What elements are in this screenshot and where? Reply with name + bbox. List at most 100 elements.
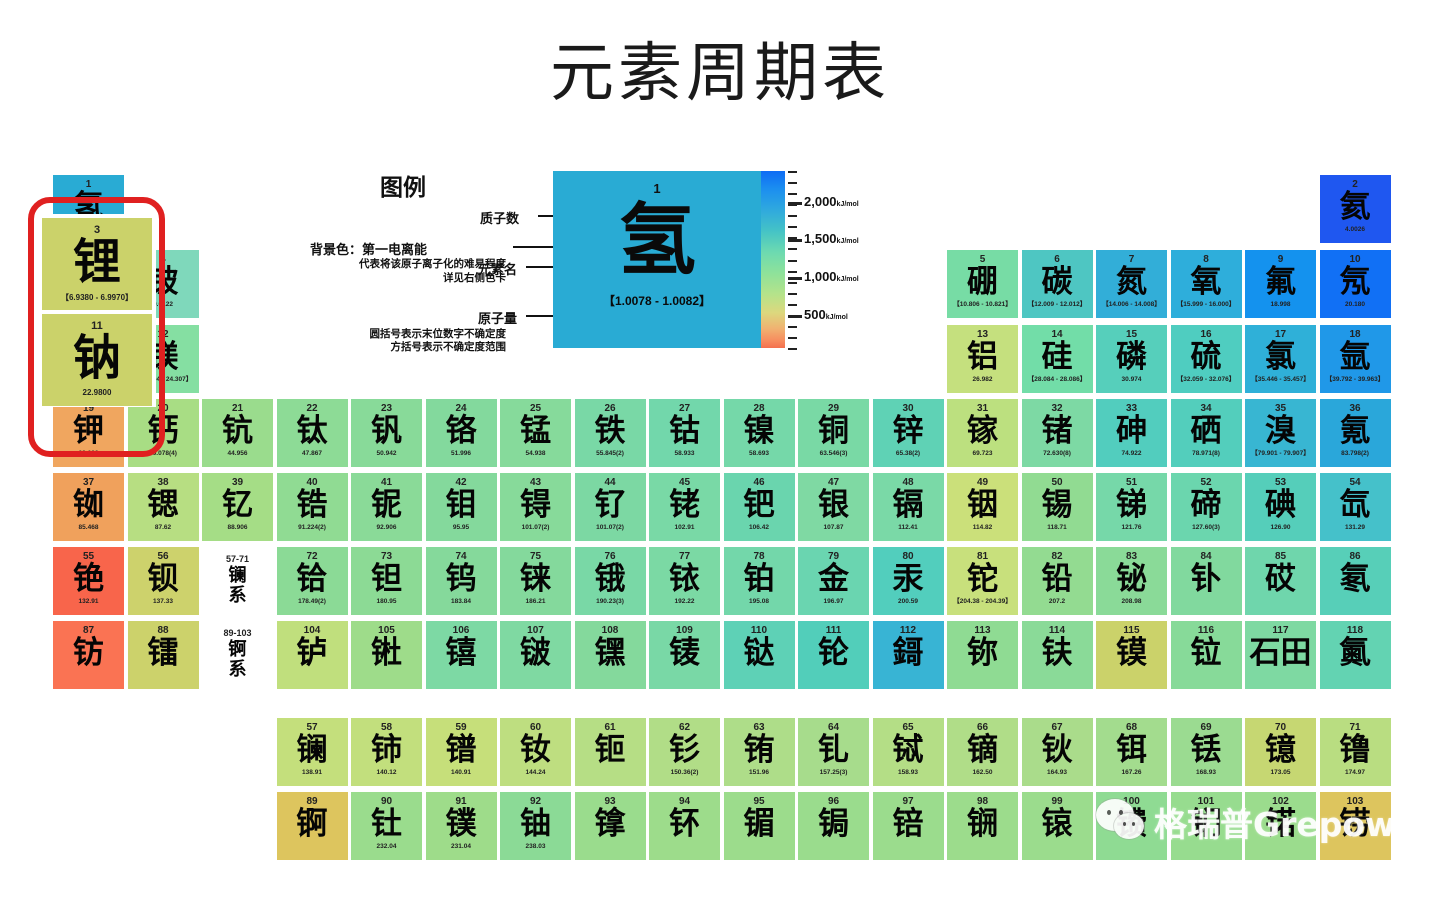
element-cell[interactable]: 44 钌 101.07(2) xyxy=(574,473,646,541)
element-cell[interactable]: 5 硼【10.806 - 10.821】 xyxy=(947,250,1018,318)
lanthanide-cell[interactable]: 68 铒 167.26 xyxy=(1096,718,1167,786)
element-cell[interactable]: 22 钛 47.867 xyxy=(276,399,348,467)
element-cell[interactable]: 26 铁 55.845(2) xyxy=(574,399,646,467)
element-cell[interactable]: 19 钾 39.098 xyxy=(53,399,124,467)
element-cell[interactable]: 36 氪 83.798(2) xyxy=(1319,399,1391,467)
element-cell[interactable]: 54 氙 131.29 xyxy=(1319,473,1391,541)
element-cell[interactable]: 2 氦 4.0026 xyxy=(1319,175,1391,243)
element-cell[interactable]: 38 锶 87.62 xyxy=(127,473,199,541)
element-cell[interactable]: 23 钒 50.942 xyxy=(351,399,422,467)
element-cell[interactable]: 73 钽 180.95 xyxy=(351,547,422,615)
lanthanide-cell[interactable]: 61 钷 xyxy=(574,718,646,786)
zoomed-element-cell[interactable]: 3 锂【6.9380 - 6.9970】 xyxy=(42,218,152,310)
actinide-cell[interactable]: 95 镅 xyxy=(723,792,795,860)
element-cell[interactable]: 47 银 107.87 xyxy=(798,473,869,541)
lanthanide-cell[interactable]: 69 铥 168.93 xyxy=(1170,718,1242,786)
element-cell[interactable]: 107 𬭛 xyxy=(500,621,571,689)
element-cell[interactable]: 112 鎶 xyxy=(872,621,944,689)
element-cell[interactable]: 20 钙 40.078(4) xyxy=(127,399,199,467)
element-cell[interactable]: 105 𬭊 xyxy=(351,621,422,689)
element-cell[interactable]: 37 铷 85.468 xyxy=(53,473,124,541)
element-cell[interactable]: 35 溴【79.901 - 79.907】 xyxy=(1245,399,1316,467)
element-cell[interactable]: 74 钨 183.84 xyxy=(425,547,497,615)
element-cell[interactable]: 50 锡 118.71 xyxy=(1021,473,1093,541)
element-cell[interactable]: 79 金 196.97 xyxy=(798,547,869,615)
element-cell[interactable]: 83 铋 208.98 xyxy=(1096,547,1167,615)
element-cell[interactable]: 33 砷 74.922 xyxy=(1096,399,1167,467)
lanthanide-cell[interactable]: 66 镝 162.50 xyxy=(947,718,1018,786)
actinide-cell[interactable]: 90 钍 232.04 xyxy=(351,792,422,860)
element-cell[interactable]: 53 碘 126.90 xyxy=(1245,473,1316,541)
element-cell[interactable]: 111 𬬭 xyxy=(798,621,869,689)
lanthanide-cell[interactable]: 59 镨 140.91 xyxy=(425,718,497,786)
element-cell[interactable]: 104 𬬻 xyxy=(276,621,348,689)
element-cell[interactable]: 14 硅【28.084 - 28.086】 xyxy=(1021,325,1093,393)
lanthanide-cell[interactable]: 60 钕 144.24 xyxy=(500,718,571,786)
element-cell[interactable]: 115 镆 xyxy=(1096,621,1167,689)
lanthanide-cell[interactable]: 63 铕 151.96 xyxy=(723,718,795,786)
element-cell[interactable]: 27 钴 58.933 xyxy=(649,399,720,467)
element-cell[interactable]: 109 鿏 xyxy=(649,621,720,689)
series-placeholder-cell[interactable]: 57-71 镧系 xyxy=(202,547,273,615)
actinide-cell[interactable]: 89 锕 xyxy=(276,792,348,860)
element-cell[interactable]: 31 镓 69.723 xyxy=(947,399,1018,467)
element-cell[interactable]: 46 钯 106.42 xyxy=(723,473,795,541)
lanthanide-cell[interactable]: 57 镧 138.91 xyxy=(276,718,348,786)
element-cell[interactable]: 24 铬 51.996 xyxy=(425,399,497,467)
element-cell[interactable]: 48 镉 112.41 xyxy=(872,473,944,541)
element-cell[interactable]: 41 铌 92.906 xyxy=(351,473,422,541)
element-cell[interactable]: 25 锰 54.938 xyxy=(500,399,571,467)
element-cell[interactable]: 17 氯【35.446 - 35.457】 xyxy=(1245,325,1316,393)
element-cell[interactable]: 55 铯 132.91 xyxy=(53,547,124,615)
actinide-cell[interactable]: 100 镄 xyxy=(1096,792,1167,860)
actinide-cell[interactable]: 94 钚 xyxy=(649,792,720,860)
element-cell[interactable]: 51 锑 121.76 xyxy=(1096,473,1167,541)
element-cell[interactable]: 75 铼 186.21 xyxy=(500,547,571,615)
element-cell[interactable]: 87 钫 xyxy=(53,621,124,689)
element-cell[interactable]: 118 鿫 xyxy=(1319,621,1391,689)
element-cell[interactable]: 18 氩【39.792 - 39.963】 xyxy=(1319,325,1391,393)
lanthanide-cell[interactable]: 70 镱 173.05 xyxy=(1245,718,1316,786)
element-cell[interactable]: 15 磷 30.974 xyxy=(1096,325,1167,393)
element-cell[interactable]: 86 氡 xyxy=(1319,547,1391,615)
lanthanide-cell[interactable]: 67 钬 164.93 xyxy=(1021,718,1093,786)
actinide-cell[interactable]: 103 铹 xyxy=(1319,792,1391,860)
element-cell[interactable]: 45 铑 102.91 xyxy=(649,473,720,541)
element-cell[interactable]: 28 镍 58.693 xyxy=(723,399,795,467)
actinide-cell[interactable]: 92 铀 238.03 xyxy=(500,792,571,860)
element-cell[interactable]: 72 铪 178.49(2) xyxy=(276,547,348,615)
series-placeholder-cell[interactable]: 89-103 锕系 xyxy=(202,621,273,689)
element-cell[interactable]: 77 铱 192.22 xyxy=(649,547,720,615)
lanthanide-cell[interactable]: 58 铈 140.12 xyxy=(351,718,422,786)
element-cell[interactable]: 52 碲 127.60(3) xyxy=(1170,473,1242,541)
element-cell[interactable]: 8 氧【15.999 - 16.000】 xyxy=(1170,250,1242,318)
element-cell[interactable]: 78 铂 195.08 xyxy=(723,547,795,615)
element-cell[interactable]: 80 汞 200.59 xyxy=(872,547,944,615)
element-cell[interactable]: 13 铝 26.982 xyxy=(947,325,1018,393)
element-cell[interactable]: 29 铜 63.546(3) xyxy=(798,399,869,467)
actinide-cell[interactable]: 93 镎 xyxy=(574,792,646,860)
element-cell[interactable]: 81 铊【204.38 - 204.39】 xyxy=(947,547,1018,615)
element-cell[interactable]: 84 钋 xyxy=(1170,547,1242,615)
lanthanide-cell[interactable]: 65 铽 158.93 xyxy=(872,718,944,786)
actinide-cell[interactable]: 97 锫 xyxy=(872,792,944,860)
element-cell[interactable]: 16 硫【32.059 - 32.076】 xyxy=(1170,325,1242,393)
actinide-cell[interactable]: 91 镤 231.04 xyxy=(425,792,497,860)
element-cell[interactable]: 117 石田 xyxy=(1245,621,1316,689)
element-cell[interactable]: 30 锌 65.38(2) xyxy=(872,399,944,467)
element-cell[interactable]: 6 碳【12.009 - 12.012】 xyxy=(1021,250,1093,318)
element-cell[interactable]: 82 铅 207.2 xyxy=(1021,547,1093,615)
zoomed-element-cell[interactable]: 11 钠 22.9800 xyxy=(42,314,152,406)
element-cell[interactable]: 88 镭 xyxy=(127,621,199,689)
element-cell[interactable]: 40 锆 91.224(2) xyxy=(276,473,348,541)
element-cell[interactable]: 106 𬭳 xyxy=(425,621,497,689)
element-cell[interactable]: 39 钇 88.906 xyxy=(202,473,273,541)
actinide-cell[interactable]: 102 锘 xyxy=(1245,792,1316,860)
element-cell[interactable]: 49 铟 114.82 xyxy=(947,473,1018,541)
element-cell[interactable]: 32 锗 72.630(8) xyxy=(1021,399,1093,467)
lanthanide-cell[interactable]: 62 钐 150.36(2) xyxy=(649,718,720,786)
element-cell[interactable]: 116 𫟷 xyxy=(1170,621,1242,689)
element-cell[interactable]: 113 鿭 xyxy=(947,621,1018,689)
actinide-cell[interactable]: 96 锔 xyxy=(798,792,869,860)
lanthanide-cell[interactable]: 64 钆 157.25(3) xyxy=(798,718,869,786)
